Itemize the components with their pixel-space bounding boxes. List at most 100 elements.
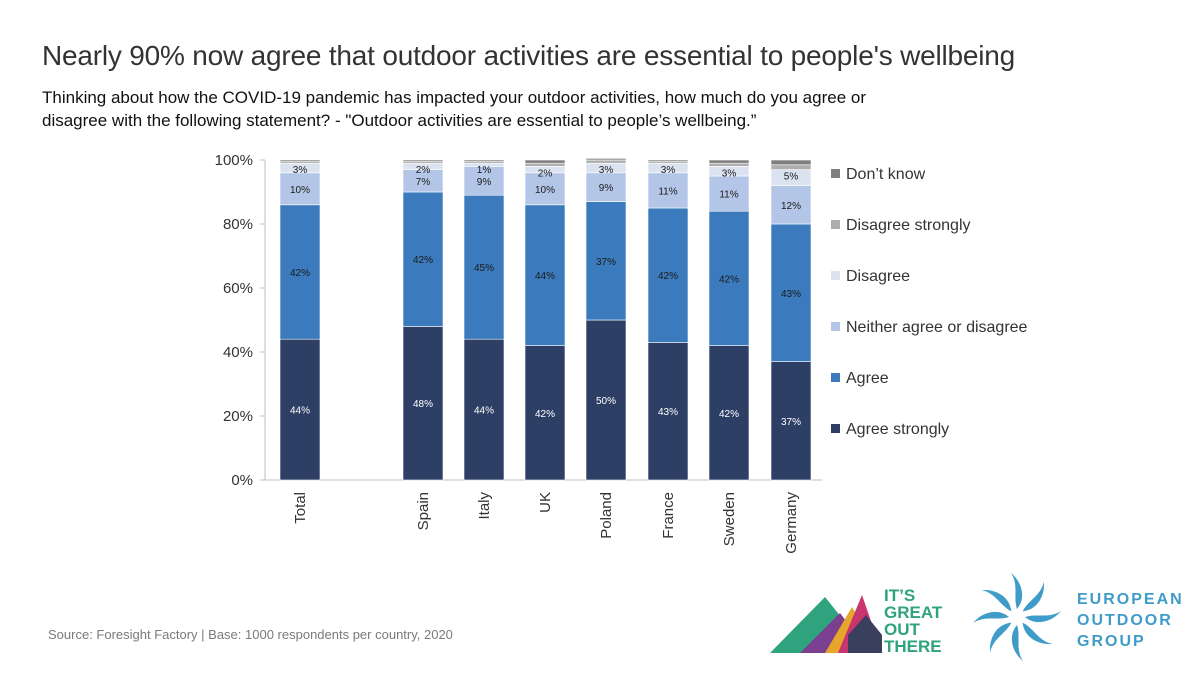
bar-segment bbox=[585, 172, 627, 202]
data-label: 48% bbox=[413, 399, 433, 410]
source-note: Source: Foresight Factory | Base: 1000 r… bbox=[48, 627, 453, 642]
bar-segment bbox=[770, 164, 812, 170]
european-outdoor-group-logo: EUROPEAN OUTDOOR GROUP bbox=[973, 573, 1182, 661]
bar-segment bbox=[279, 338, 321, 481]
y-tick-label: 20% bbox=[223, 408, 253, 425]
bar-segment bbox=[279, 204, 321, 340]
bar-segment bbox=[708, 210, 750, 346]
category-label: Germany bbox=[783, 492, 800, 554]
bar-segment bbox=[524, 159, 566, 164]
bar-segment bbox=[585, 159, 627, 164]
bar-segment bbox=[647, 342, 689, 481]
legend-label: Don’t know bbox=[846, 166, 926, 183]
eog-star-icon bbox=[973, 573, 1061, 661]
legend-label: Agree bbox=[846, 370, 889, 387]
bar-segment bbox=[708, 175, 750, 212]
data-label: 2% bbox=[416, 165, 431, 176]
bar-segment bbox=[585, 201, 627, 321]
bar-segment bbox=[463, 166, 505, 196]
bar-segment bbox=[585, 319, 627, 481]
bar-segment bbox=[524, 162, 566, 167]
data-label: 42% bbox=[719, 274, 739, 285]
legend-swatch bbox=[831, 373, 840, 382]
chart-title: Nearly 90% now agree that outdoor activi… bbox=[42, 40, 1016, 71]
legend-label: Agree strongly bbox=[846, 421, 949, 438]
data-label: 3% bbox=[293, 165, 308, 176]
igot-line-2: GREAT bbox=[884, 603, 943, 622]
igot-line-1: IT’S bbox=[884, 586, 915, 605]
chart-subtitle: Thinking about how the COVID-19 pandemic… bbox=[42, 88, 867, 130]
data-label: 50% bbox=[596, 396, 616, 407]
its-great-out-there-logo: IT’S GREAT OUT THERE bbox=[770, 586, 943, 653]
bar-segment bbox=[402, 326, 444, 481]
legend-label: Disagree bbox=[846, 268, 910, 285]
eog-line-3: GROUP bbox=[1077, 633, 1146, 650]
bar-segment bbox=[524, 204, 566, 346]
bar-segment bbox=[708, 159, 750, 164]
category-label: Italy bbox=[476, 492, 493, 520]
bar-segment bbox=[708, 162, 750, 167]
data-label: 43% bbox=[658, 407, 678, 418]
bar-segment bbox=[647, 207, 689, 343]
bar-segment bbox=[279, 172, 321, 206]
data-label: 11% bbox=[658, 186, 677, 197]
legend-swatch bbox=[831, 424, 840, 433]
data-label: 10% bbox=[290, 185, 310, 196]
data-label: 12% bbox=[781, 201, 801, 212]
bar-segment bbox=[463, 194, 505, 340]
data-label: 42% bbox=[290, 268, 310, 279]
bar-segment bbox=[279, 159, 321, 162]
legend-swatch bbox=[831, 322, 840, 331]
bar-segment bbox=[585, 158, 627, 161]
data-label: 42% bbox=[719, 409, 739, 420]
data-label: 9% bbox=[599, 183, 614, 194]
data-label: 37% bbox=[781, 417, 801, 428]
data-label: 43% bbox=[781, 289, 801, 300]
category-label: Sweden bbox=[721, 492, 738, 546]
data-label: 3% bbox=[599, 165, 614, 176]
bar-segment bbox=[647, 159, 689, 162]
data-label: 9% bbox=[477, 177, 492, 188]
bar-segment bbox=[770, 361, 812, 481]
data-label: 3% bbox=[722, 168, 737, 179]
data-label: 42% bbox=[658, 271, 678, 282]
data-label: 44% bbox=[474, 406, 494, 417]
y-tick-label: 60% bbox=[223, 280, 253, 297]
legend-swatch bbox=[831, 271, 840, 280]
category-label: Poland bbox=[598, 492, 615, 539]
y-tick-label: 0% bbox=[231, 472, 253, 489]
data-label: 1% bbox=[477, 165, 492, 176]
bar-segment bbox=[524, 345, 566, 481]
igot-line-4: THERE bbox=[884, 637, 942, 653]
legend-label: Disagree strongly bbox=[846, 217, 971, 234]
bar-segment bbox=[402, 159, 444, 162]
bar-segment bbox=[402, 191, 444, 327]
legend-swatch bbox=[831, 220, 840, 229]
data-label: 42% bbox=[535, 409, 555, 420]
bar-segment bbox=[647, 172, 689, 209]
bar-segment bbox=[770, 159, 812, 166]
data-label: 7% bbox=[416, 177, 431, 188]
y-tick-label: 80% bbox=[223, 216, 253, 233]
y-tick-label: 40% bbox=[223, 344, 253, 361]
data-label: 44% bbox=[535, 271, 555, 282]
bar-segment bbox=[770, 185, 812, 225]
bar-segment bbox=[463, 338, 505, 481]
eog-line-1: EUROPEAN bbox=[1077, 591, 1182, 608]
data-label: 11% bbox=[719, 190, 738, 201]
data-label: 37% bbox=[596, 257, 616, 268]
category-label: UK bbox=[537, 492, 554, 513]
igot-line-3: OUT bbox=[884, 620, 921, 639]
y-tick-label: 100% bbox=[215, 152, 253, 169]
category-label: France bbox=[660, 492, 677, 539]
legend-label: Neither agree or disagree bbox=[846, 319, 1028, 336]
data-label: 3% bbox=[661, 165, 676, 176]
data-label: 42% bbox=[413, 255, 433, 266]
data-label: 45% bbox=[474, 263, 494, 274]
bar-segment bbox=[770, 223, 812, 362]
eog-line-2: OUTDOOR bbox=[1077, 612, 1173, 629]
legend-swatch bbox=[831, 169, 840, 178]
data-label: 44% bbox=[290, 406, 310, 417]
bar-segment bbox=[524, 172, 566, 206]
